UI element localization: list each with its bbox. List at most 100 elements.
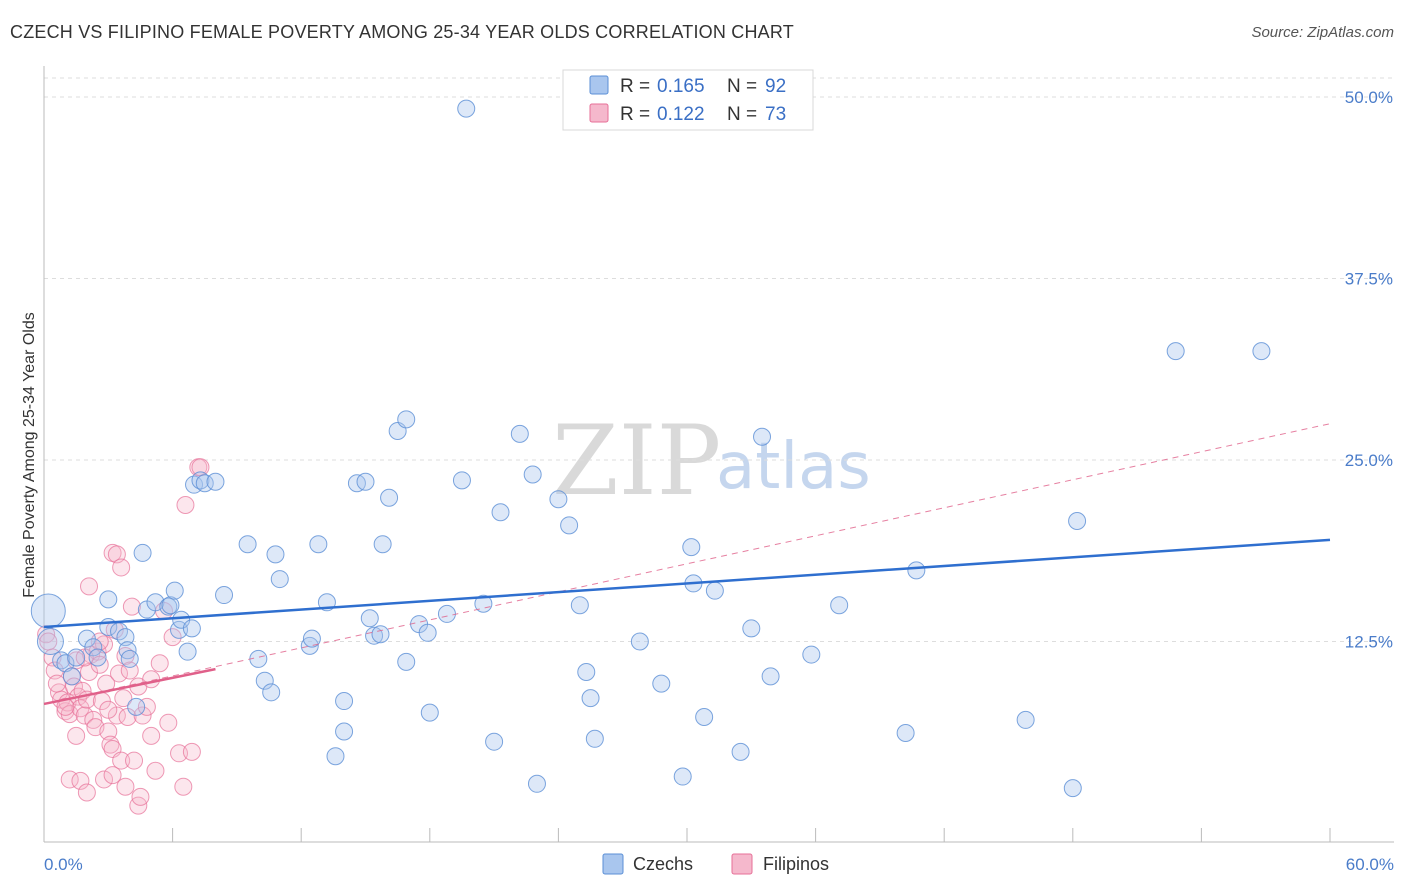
filipino-point-56 <box>71 771 90 790</box>
czech-point-56 <box>420 703 439 722</box>
legend-czech-swatch <box>589 75 609 95</box>
czech-point-37 <box>300 636 319 655</box>
legend-czech-r-value: 0.165 <box>657 76 705 97</box>
bottom-legend: Czechs Filipinos <box>602 853 829 875</box>
filipino-point-69 <box>122 597 141 616</box>
filipino-point-58 <box>95 770 114 789</box>
czech-point-1 <box>36 628 64 655</box>
czech-point-59 <box>457 99 476 118</box>
czech-point-63 <box>510 424 529 443</box>
czech-point-50 <box>380 488 399 507</box>
watermark-atlas: atlas <box>716 430 871 504</box>
x-tick-label-max: 60.0% <box>1346 855 1394 874</box>
filipino-trend-solid <box>43 667 216 706</box>
czech-point-66 <box>549 490 568 509</box>
czech-point-69 <box>577 662 596 681</box>
czech-point-87 <box>1016 710 1035 729</box>
y-tick-label-3: 50.0% <box>1345 88 1393 107</box>
czech-point-89 <box>1166 342 1185 361</box>
filipino-point-43 <box>150 654 169 673</box>
czech-point-77 <box>695 708 714 727</box>
legend-filipino-r-label: R = <box>620 104 650 125</box>
czech-point-45 <box>356 472 375 491</box>
czech-point-14 <box>120 649 139 668</box>
czech-point-41 <box>326 747 345 766</box>
czech-point-20 <box>161 596 180 615</box>
czech-point-86 <box>907 561 926 580</box>
y-tick-labels: 12.5% 25.0% 37.5% 50.0% <box>1345 88 1393 652</box>
czech-point-46 <box>360 609 379 628</box>
czech-point-15 <box>127 697 146 716</box>
czech-point-21 <box>165 581 184 600</box>
czech-point-12 <box>116 628 135 647</box>
filipino-point-47 <box>170 744 189 763</box>
filipino-point-71 <box>99 700 118 719</box>
czech-point-8 <box>88 648 107 667</box>
czech-point-71 <box>585 729 604 748</box>
czech-point-79 <box>731 742 750 761</box>
czech-point-72 <box>630 632 649 651</box>
bottom-legend-czech-swatch <box>602 853 624 875</box>
filipino-point-41 <box>142 726 161 745</box>
czech-point-43 <box>335 722 354 741</box>
series-filipinos <box>37 458 210 815</box>
filipino-point-22 <box>90 655 109 674</box>
filipino-point-46 <box>163 628 182 647</box>
czech-point-82 <box>761 667 780 686</box>
filipino-point-65 <box>67 726 86 745</box>
czech-point-67 <box>560 516 579 535</box>
czech-point-31 <box>215 586 234 605</box>
legend-czech-r-label: R = <box>620 76 650 97</box>
y-axis-title: Female Poverty Among 25-34 Year Olds <box>21 312 38 598</box>
source-label: Source: ZipAtlas.com <box>1251 24 1394 41</box>
czech-point-0 <box>30 593 66 629</box>
czech-trend-line <box>43 538 1331 629</box>
czech-point-90 <box>1252 342 1271 361</box>
czech-point-85 <box>896 723 915 742</box>
y-tick-label-1: 25.0% <box>1345 451 1393 470</box>
filipino-point-26 <box>99 722 118 741</box>
grid-lines <box>44 77 1394 642</box>
filipino-point-32 <box>112 751 131 770</box>
czech-point-35 <box>270 570 289 589</box>
czech-point-49 <box>373 535 392 554</box>
legend-filipino-swatch <box>589 103 609 123</box>
czech-point-64 <box>523 465 542 484</box>
czech-point-65 <box>527 774 546 793</box>
filipino-point-59 <box>103 766 122 785</box>
czech-point-32 <box>255 671 274 690</box>
chart-title: CZECH VS FILIPINO FEMALE POVERTY AMONG 2… <box>10 22 794 42</box>
y-tick-label-0: 12.5% <box>1345 633 1393 652</box>
czech-point-68 <box>570 596 589 615</box>
filipino-point-42 <box>146 761 165 780</box>
filipino-point-19 <box>84 710 103 729</box>
filipino-point-67 <box>47 674 66 693</box>
czech-point-30 <box>238 535 257 554</box>
czech-point-55 <box>418 623 437 642</box>
legend-filipino-r-value: 0.122 <box>657 104 705 125</box>
czech-point-81 <box>753 427 772 446</box>
czech-point-29 <box>206 472 225 491</box>
czech-point-38 <box>302 629 321 648</box>
bottom-legend-filipino-swatch <box>731 853 753 875</box>
filipino-point-37 <box>125 751 144 770</box>
filipino-point-53 <box>176 496 195 515</box>
y-tick-label-2: 37.5% <box>1345 270 1393 289</box>
czech-point-74 <box>673 767 692 786</box>
czech-point-34 <box>266 545 285 564</box>
czech-point-78 <box>705 581 724 600</box>
czech-point-70 <box>581 689 600 708</box>
filipino-point-17 <box>80 662 99 681</box>
czech-point-57 <box>437 604 456 623</box>
czech-point-10 <box>99 590 118 609</box>
czech-point-48 <box>371 625 390 644</box>
watermark-zip: ZIP <box>552 405 721 517</box>
x-tick-label-min: 0.0% <box>44 855 83 874</box>
czech-point-61 <box>485 732 504 751</box>
filipino-point-60 <box>116 777 135 796</box>
czech-point-25 <box>182 619 201 638</box>
czech-point-80 <box>742 619 761 638</box>
czech-point-88 <box>1068 511 1087 530</box>
czech-point-73 <box>652 674 671 693</box>
